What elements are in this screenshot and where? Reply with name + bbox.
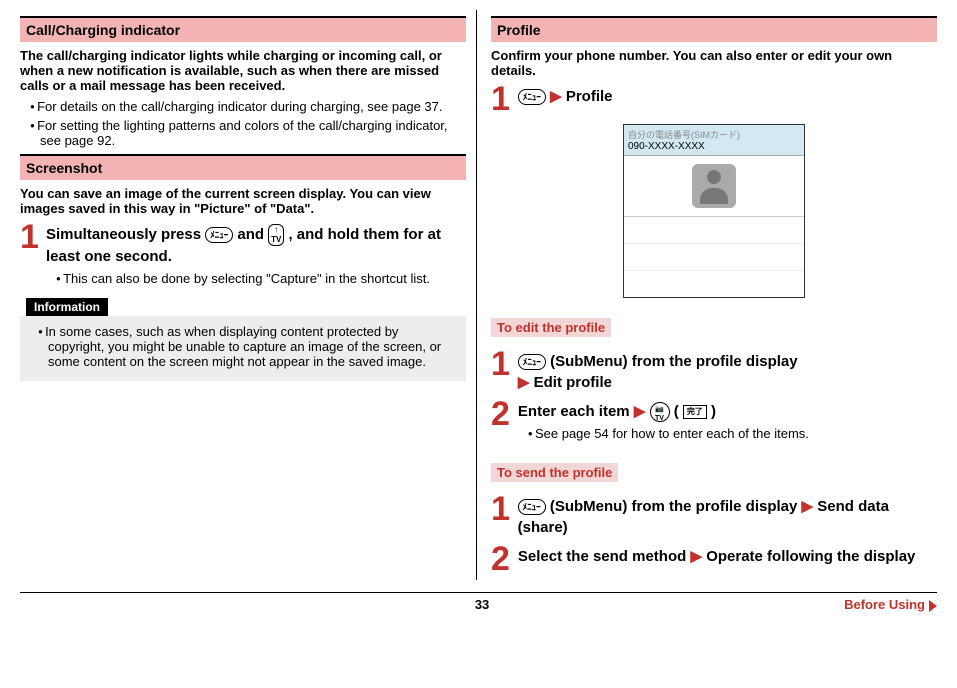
left-column: Call/Charging indicator The call/chargin… bbox=[20, 10, 477, 580]
empty-row bbox=[624, 217, 804, 244]
paren-text: ) bbox=[711, 403, 716, 420]
step-text: and bbox=[237, 226, 268, 243]
call-charging-bullets: For details on the call/charging indicat… bbox=[20, 99, 466, 148]
edit-profile-header: To edit the profile bbox=[491, 318, 611, 337]
send-profile-step-1: 1 ﾒﾆｭｰ (SubMenu) from the profile displa… bbox=[491, 494, 937, 538]
bullet-item: For setting the lighting patterns and co… bbox=[30, 118, 466, 148]
profile-header: Profile bbox=[491, 16, 937, 42]
edit-profile-step-1: 1 ﾒﾆｭｰ (SubMenu) from the profile displa… bbox=[491, 349, 937, 393]
information-label: Information bbox=[26, 298, 108, 316]
profile-phone-number: 090-XXXX-XXXX bbox=[628, 141, 800, 152]
menu-button-icon: ﾒﾆｭｰ bbox=[518, 499, 546, 515]
menu-button-icon: ﾒﾆｭｰ bbox=[518, 354, 546, 370]
step-number: 2 bbox=[491, 544, 510, 574]
profile-preview: 自分の電話番号(SIMカード) 090-XXXX-XXXX bbox=[623, 124, 805, 298]
information-bullet: In some cases, such as when displaying c… bbox=[38, 324, 458, 369]
screenshot-header: Screenshot bbox=[20, 154, 466, 180]
step-text: Edit profile bbox=[534, 374, 612, 391]
empty-row bbox=[624, 271, 804, 297]
edit-profile-step-2: 2 Enter each item ▶ 📷TV ( 完了 ) See page … bbox=[491, 399, 937, 447]
profile-step-1: 1 ﾒﾆｭｰ ▶ Profile bbox=[491, 84, 937, 114]
call-charging-header: Call/Charging indicator bbox=[20, 16, 466, 42]
screenshot-step-1: 1 Simultaneously press ﾒﾆｭｰ and ↑TV , an… bbox=[20, 222, 466, 292]
right-column: Profile Confirm your phone number. You c… bbox=[491, 10, 937, 580]
arrow-icon: ▶ bbox=[802, 498, 814, 515]
step-text: Simultaneously press bbox=[46, 226, 205, 243]
step-sub-bullet: See page 54 for how to enter each of the… bbox=[528, 426, 809, 441]
step-text: Operate following the display bbox=[706, 548, 915, 565]
paren-text: ( bbox=[674, 403, 683, 420]
arrow-icon: ▶ bbox=[634, 403, 650, 420]
bullet-item: For details on the call/charging indicat… bbox=[30, 99, 466, 114]
step-number: 2 bbox=[491, 399, 510, 429]
send-profile-header: To send the profile bbox=[491, 463, 618, 482]
screenshot-desc: You can save an image of the current scr… bbox=[20, 186, 466, 216]
step-number: 1 bbox=[20, 222, 38, 252]
page-number: 33 bbox=[120, 597, 844, 612]
step-text: Select the send method bbox=[518, 548, 691, 565]
step-text: Profile bbox=[566, 88, 613, 105]
step-number: 1 bbox=[491, 349, 510, 379]
profile-desc: Confirm your phone number. You can also … bbox=[491, 48, 937, 78]
arrow-icon: ▶ bbox=[690, 548, 702, 565]
section-name: Before Using bbox=[844, 597, 937, 612]
menu-button-icon: ﾒﾆｭｰ bbox=[518, 89, 546, 105]
step-sub-bullet: This can also be done by selecting "Capt… bbox=[56, 271, 466, 286]
step-text: Enter each item bbox=[518, 403, 634, 420]
arrow-icon: ▶ bbox=[550, 88, 566, 105]
step-number: 1 bbox=[491, 84, 510, 114]
profile-sim-label: 自分の電話番号(SIMカード) bbox=[628, 128, 800, 141]
menu-button-icon: ﾒﾆｭｰ bbox=[205, 227, 233, 243]
step-text: (SubMenu) from the profile display bbox=[550, 498, 802, 515]
camera-tv-icon: 📷TV bbox=[650, 402, 670, 422]
step-number: 1 bbox=[491, 494, 510, 524]
page-footer: 33 Before Using bbox=[20, 592, 937, 612]
arrow-icon: ▶ bbox=[518, 374, 534, 391]
done-badge-icon: 完了 bbox=[683, 405, 707, 418]
call-charging-desc: The call/charging indicator lights while… bbox=[20, 48, 466, 93]
send-profile-step-2: 2 Select the send method ▶ Operate follo… bbox=[491, 544, 937, 574]
step-text: (SubMenu) from the profile display bbox=[550, 353, 798, 370]
tv-up-button-icon: ↑TV bbox=[268, 224, 284, 246]
avatar-icon bbox=[692, 164, 736, 208]
empty-row bbox=[624, 244, 804, 271]
information-block: Information In some cases, such as when … bbox=[20, 298, 466, 381]
